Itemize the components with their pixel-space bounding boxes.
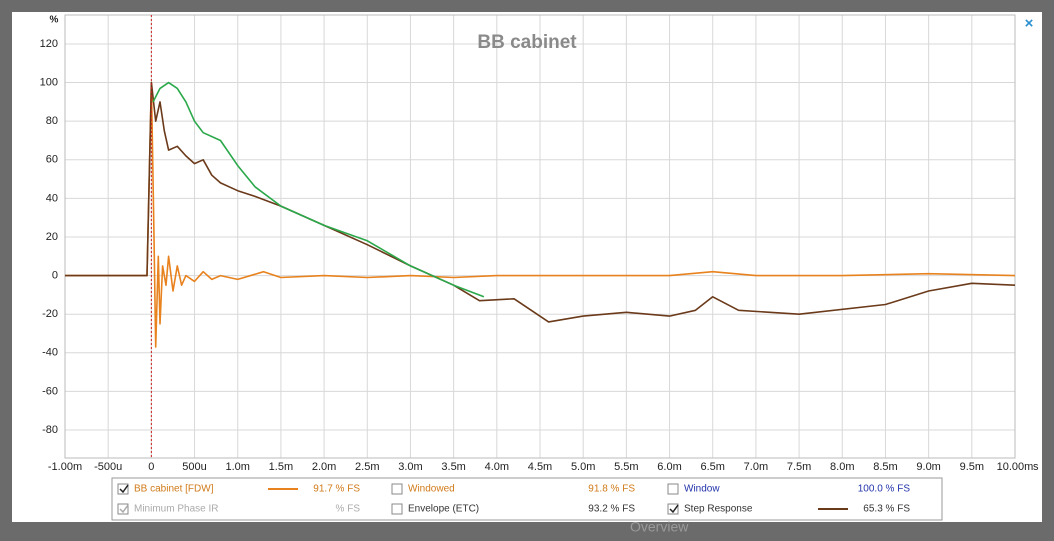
y-tick-label: 40 [46,192,58,204]
y-tick-label: -40 [42,347,58,359]
overview-label: Overview [630,519,689,535]
x-tick-label: 10.00m [997,461,1034,473]
x-tick-label: 7.0m [744,461,768,473]
legend-label: Step Response [684,504,753,515]
x-tick-label: 2.0m [312,461,336,473]
x-tick-label: 4.0m [485,461,509,473]
x-tick-label: 4.5m [528,461,552,473]
y-tick-label: 80 [46,115,58,127]
x-tick-label: 1.0m [225,461,249,473]
x-tick-label: 9.5m [960,461,984,473]
x-tick-label: 2.5m [355,461,379,473]
x-tick-label: 8.0m [830,461,854,473]
x-tick-label: 6.5m [700,461,724,473]
legend-checkbox[interactable] [117,503,129,515]
x-tick-label: 5.5m [614,461,638,473]
legend-box [111,477,943,521]
panel [12,12,1042,522]
legend-label: Windowed [408,484,455,495]
legend-check [119,504,129,514]
x-tick-label: 9.0m [916,461,940,473]
legend-checkbox[interactable] [667,483,679,495]
y-tick-label: 60 [46,154,58,166]
legend-label: Minimum Phase IR [134,504,218,515]
x-tick-label: 500u [182,461,206,473]
plot-frame [64,14,1016,459]
x-tick-label: 1.5m [269,461,293,473]
x-tick-label: -500u [94,461,122,473]
legend-checkbox[interactable] [391,483,403,495]
x-tick-label: 5.0m [571,461,595,473]
y-tick-label: -20 [42,308,58,320]
x-tick-label: 0 [148,461,154,473]
legend-checkbox[interactable] [667,503,679,515]
series-line [65,81,1016,323]
legend-value: 65.3 % FS [863,504,910,515]
y-tick-label: 20 [46,231,58,243]
y-tick-label: 120 [40,38,58,50]
x-unit: s [1033,461,1039,473]
x-tick-label: 7.5m [787,461,811,473]
close-button[interactable]: × [1025,15,1034,32]
legend-check [669,504,679,514]
legend-checkbox[interactable] [117,483,129,495]
x-tick-label: 3.0m [398,461,422,473]
series-line [65,81,1016,348]
y-tick-label: 100 [40,76,58,88]
legend-check [119,484,129,494]
x-tick-label: 3.5m [441,461,465,473]
legend-value: % FS [336,504,361,515]
legend-label: Window [684,484,720,495]
y-tick-label: -80 [42,424,58,436]
legend-value: 91.7 % FS [313,484,360,495]
legend-label: Envelope (ETC) [408,504,479,515]
bottom-strip [0,522,1054,536]
legend-value: 91.8 % FS [588,484,635,495]
legend-label: BB cabinet [FDW] [134,484,214,495]
series-line [152,81,485,298]
x-tick-label: -1.00m [48,461,82,473]
y-unit: % [50,15,59,26]
x-tick-label: 8.5m [873,461,897,473]
legend-checkbox[interactable] [391,503,403,515]
chart-title: BB cabinet [477,32,577,53]
x-tick-label: 6.0m [657,461,681,473]
y-tick-label: 0 [52,269,58,281]
y-tick-label: -60 [42,385,58,397]
legend-value: 100.0 % FS [858,484,911,495]
legend-value: 93.2 % FS [588,504,635,515]
